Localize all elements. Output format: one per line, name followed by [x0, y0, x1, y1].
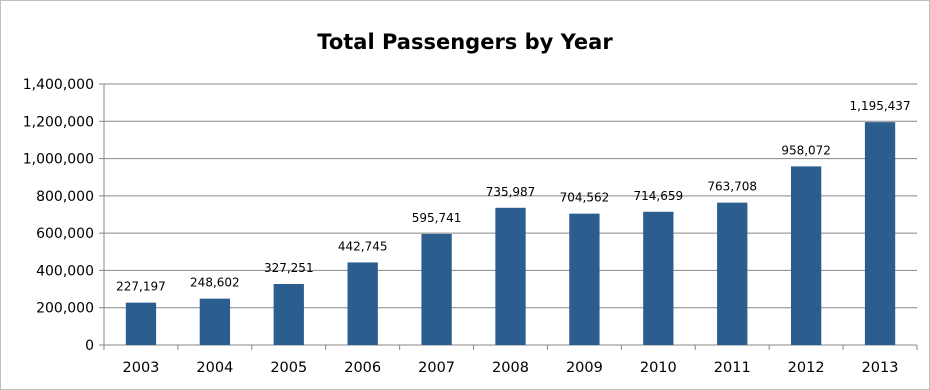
- bar-2011: [717, 202, 748, 345]
- data-labels: 227,197 248,602 327,251 442,745 595,741 735,9…: [116, 99, 910, 294]
- data-label-2009: 704,562: [560, 191, 610, 205]
- y-tick-label: 600,000: [36, 226, 94, 242]
- data-label-2003: 227,197: [116, 280, 166, 294]
- data-label-2011: 763,708: [707, 180, 757, 194]
- bar-2009: [569, 213, 600, 345]
- bar-2006: [347, 262, 378, 345]
- data-label-2008: 735,987: [486, 185, 536, 199]
- x-tick-label-2005: 2005: [270, 360, 307, 376]
- x-tick-label-2006: 2006: [344, 360, 381, 376]
- data-label-2004: 248,602: [190, 276, 240, 290]
- data-label-2007: 595,741: [412, 211, 462, 225]
- y-tick-label: 200,000: [36, 301, 94, 317]
- x-tick-label-2009: 2009: [566, 360, 603, 376]
- x-tick-label-2012: 2012: [788, 360, 825, 376]
- bar-2013: [864, 122, 896, 346]
- x-axis-ticks: 2003 2004 2005 2006 2007 2008 2009 2010 2011 2012…: [103, 345, 918, 376]
- x-tick-label-2003: 2003: [123, 360, 160, 376]
- data-label-2013: 1,195,437: [850, 99, 911, 113]
- data-label-2006: 442,745: [338, 239, 388, 253]
- y-tick-label: 1,400,000: [23, 77, 94, 93]
- bar-2010: [643, 211, 674, 345]
- x-tick-label-2007: 2007: [418, 360, 455, 376]
- y-tick-label: 400,000: [36, 263, 94, 279]
- bar-2012: [790, 166, 822, 345]
- data-label-2005: 327,251: [264, 261, 314, 275]
- y-tick-label: 1,000,000: [23, 152, 94, 168]
- y-tick-label: 800,000: [36, 189, 94, 205]
- bar-2005: [273, 283, 304, 345]
- y-axis-ticks: 0 200,000 400,000 600,000 800,000 1,000,000 1,…: [23, 77, 104, 354]
- bar-2007: [421, 233, 452, 345]
- y-tick-label: 0: [85, 338, 94, 354]
- x-tick-label-2013: 2013: [862, 360, 899, 376]
- data-label-2012: 958,072: [781, 143, 831, 157]
- chart-title: Total Passengers by Year: [317, 30, 613, 54]
- bar-2004: [199, 298, 231, 345]
- bar-2003: [125, 302, 157, 345]
- bars: [125, 122, 896, 346]
- data-label-2010: 714,659: [634, 189, 684, 203]
- x-tick-label-2011: 2011: [714, 360, 751, 376]
- bar-2008: [495, 207, 526, 345]
- x-tick-label-2004: 2004: [196, 360, 233, 376]
- y-tick-label: 1,200,000: [23, 114, 94, 130]
- x-tick-label-2008: 2008: [492, 360, 529, 376]
- x-tick-label-2010: 2010: [640, 360, 677, 376]
